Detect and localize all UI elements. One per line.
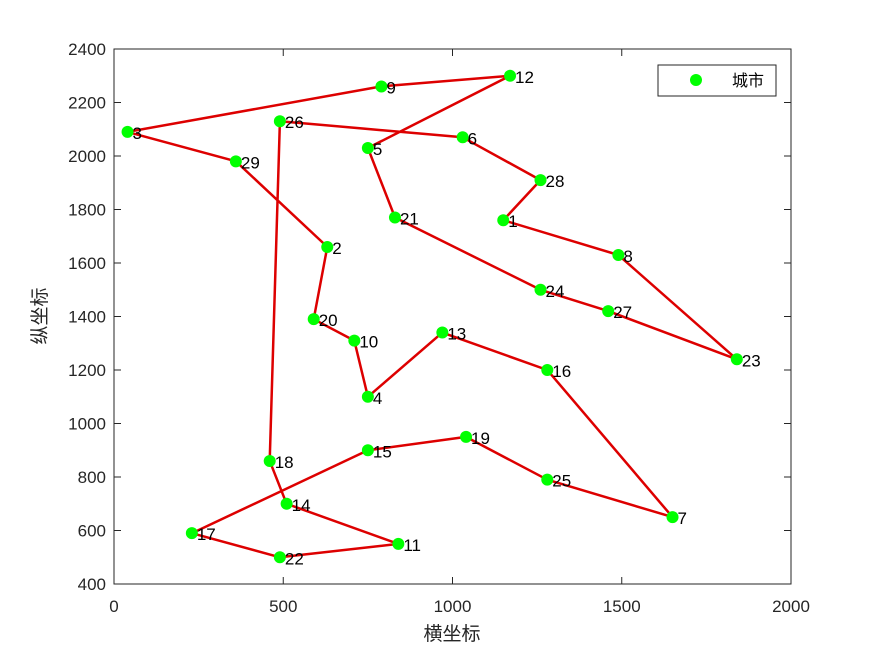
city-point: [602, 305, 615, 318]
x-tick-label: 1500: [603, 597, 641, 616]
y-axis-title: 纵坐标: [29, 287, 51, 344]
city-label: 12: [515, 68, 534, 87]
city-point: [497, 214, 510, 227]
city-point: [504, 69, 517, 82]
city-point: [436, 326, 449, 339]
legend-box: [657, 64, 777, 97]
city-point: [229, 155, 242, 168]
route-layer: [126, 74, 739, 559]
city-label: 13: [447, 325, 466, 344]
city-point: [273, 551, 286, 564]
x-tick-label: 0: [109, 597, 118, 616]
city-label: 23: [742, 351, 761, 370]
y-tick-label: 400: [78, 575, 106, 594]
city-label: 2: [332, 239, 341, 258]
city-label: 9: [386, 78, 395, 97]
plot-area: [114, 49, 791, 584]
city-point: [361, 390, 374, 403]
city-point: [612, 248, 625, 261]
city-label: 1: [508, 212, 517, 231]
city-point: [388, 211, 401, 224]
city-point: [730, 353, 743, 366]
y-tick-label: 600: [78, 522, 106, 541]
city-label: 27: [613, 303, 632, 322]
city-point: [263, 454, 276, 467]
city-label: 18: [275, 453, 294, 472]
city-label: 20: [319, 311, 338, 330]
city-label: 21: [400, 210, 419, 229]
y-tick-label: 2000: [68, 147, 106, 166]
city-label: 8: [623, 247, 632, 266]
city-label: 5: [373, 140, 382, 159]
x-axis-title: 横坐标: [423, 623, 480, 645]
city-label: 22: [285, 549, 304, 568]
legend-label: 城市: [732, 71, 764, 90]
y-tick-label: 2200: [68, 94, 106, 113]
city-label: 26: [285, 113, 304, 132]
city-point: [392, 537, 405, 550]
city-point: [541, 473, 554, 486]
city-label: 24: [546, 282, 565, 301]
point-labels-layer: 1234567891011121314151617181920212223242…: [133, 68, 761, 569]
y-tick-label: 800: [78, 468, 106, 487]
city-point: [280, 497, 293, 510]
route-line: [126, 74, 739, 559]
y-axis: 400 600 800 1000 1200 1400 1600 1800 2000 2200 240…: [68, 40, 791, 594]
city-label: 29: [241, 153, 260, 172]
city-label: 16: [552, 362, 571, 381]
city-point: [348, 334, 361, 347]
x-tick-label: 2000: [772, 597, 810, 616]
city-point: [361, 444, 374, 457]
city-point: [666, 511, 679, 524]
x-tick-label: 1000: [434, 597, 472, 616]
city-label: 6: [468, 129, 477, 148]
y-tick-label: 1400: [68, 308, 106, 327]
city-point: [534, 174, 547, 187]
city-label: 3: [133, 124, 142, 143]
city-label: 17: [197, 525, 216, 544]
city-label: 28: [546, 172, 565, 191]
points-layer: [121, 69, 743, 564]
city-point: [321, 240, 334, 253]
city-point: [456, 131, 469, 144]
city-label: 7: [678, 509, 687, 528]
city-point: [121, 125, 134, 138]
city-label: 15: [373, 442, 392, 461]
city-point: [307, 313, 320, 326]
city-point: [534, 283, 547, 296]
city-label: 11: [403, 536, 421, 555]
x-axis: 0 500 1000 1500 2000: [109, 49, 810, 616]
y-tick-label: 2400: [68, 40, 106, 59]
y-tick-label: 1000: [68, 415, 106, 434]
legend: 城市: [657, 64, 777, 97]
city-label: 14: [292, 496, 311, 515]
y-tick-label: 1800: [68, 201, 106, 220]
city-label: 25: [552, 472, 571, 491]
city-point: [460, 430, 473, 443]
city-label: 4: [373, 389, 382, 408]
city-label: 19: [471, 429, 490, 448]
city-label: 10: [359, 333, 378, 352]
legend-marker: [690, 74, 702, 86]
city-point: [361, 141, 374, 154]
city-point: [273, 115, 286, 128]
city-point: [541, 364, 554, 376]
y-tick-label: 1200: [68, 361, 106, 380]
city-point: [185, 527, 198, 540]
city-point: [375, 80, 388, 93]
y-tick-label: 1600: [68, 254, 106, 273]
x-tick-label: 500: [269, 597, 297, 616]
